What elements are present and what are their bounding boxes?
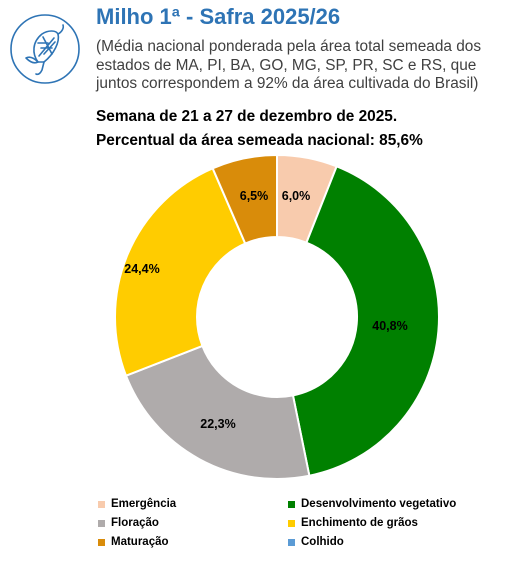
legend-item: Floração [98, 517, 159, 529]
slice-value-label: 40,8% [372, 319, 407, 333]
legend-swatch [288, 538, 295, 546]
slice-value-label: 6,0% [282, 189, 311, 203]
legend-swatch [98, 538, 105, 546]
legend-label: Emergência [111, 498, 177, 510]
legend-label: Colhido [301, 536, 344, 548]
percent-planted-label: Percentual da área semeada nacional: 85,… [96, 132, 423, 149]
corn-icon [10, 14, 80, 84]
legend-item: Enchimento de grãos [288, 517, 418, 529]
slice-value-label: 24,4% [124, 262, 159, 276]
donut-chart: 6,0% 40,8% 22,3% 24,4% 6,5% [114, 153, 440, 480]
week-label: Semana de 21 a 27 de dezembro de 2025. [96, 108, 398, 125]
legend-swatch [98, 519, 105, 527]
legend-label: Floração [111, 517, 159, 529]
slice-flora-o [124, 344, 311, 480]
legend-item: Desenvolvimento vegetativo [288, 498, 456, 510]
legend-swatch [98, 500, 105, 508]
slice-matura-o [211, 153, 278, 245]
legend-swatch [288, 519, 295, 527]
slice-value-label: 6,5% [240, 189, 269, 203]
legend-item: Emergência [98, 498, 176, 510]
legend-swatch [288, 500, 295, 508]
legend-item: Maturação [98, 536, 169, 548]
slice-desenvolvimento-vegetativo [291, 165, 440, 477]
page-title: Milho 1ª - Safra 2025/26 [96, 4, 341, 29]
chart-legend: Emergência Desenvolvimento vegetativo Flor… [0, 498, 511, 558]
legend-label: Desenvolvimento vegetativo [301, 498, 457, 510]
legend-label: Enchimento de grãos [301, 517, 418, 529]
slice-value-label: 22,3% [200, 417, 235, 431]
page-subtitle: (Média nacional ponderada pela área tota… [96, 38, 482, 92]
slice-enchimento-de-gr-os [114, 167, 247, 377]
legend-item: Colhido [288, 536, 344, 548]
legend-label: Maturação [111, 536, 169, 548]
